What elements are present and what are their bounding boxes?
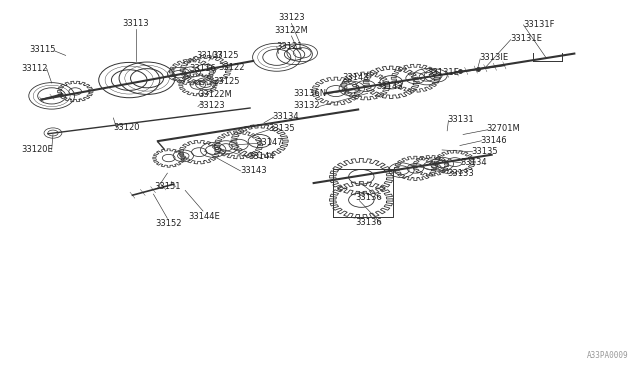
Text: 33120E: 33120E	[21, 145, 53, 154]
Text: 33136N: 33136N	[293, 89, 326, 98]
Text: 33125: 33125	[212, 51, 239, 60]
Text: 33120: 33120	[113, 123, 140, 132]
Text: 33134: 33134	[272, 112, 299, 121]
Text: 33113: 33113	[122, 19, 149, 28]
Text: 33151: 33151	[155, 182, 181, 191]
Text: 33131: 33131	[447, 115, 474, 124]
Text: 33107: 33107	[196, 51, 223, 60]
Text: 33146: 33146	[480, 135, 507, 144]
Text: 33116: 33116	[189, 64, 216, 73]
Text: 33122M: 33122M	[275, 26, 308, 35]
Text: 33131E: 33131E	[427, 68, 459, 77]
Text: 33131F: 33131F	[524, 20, 555, 29]
Text: 33122: 33122	[218, 63, 244, 72]
Text: 33136: 33136	[356, 218, 382, 227]
Text: 33134: 33134	[460, 158, 486, 167]
Text: 33136: 33136	[356, 193, 382, 202]
Text: 33143: 33143	[342, 73, 369, 82]
Text: 33123: 33123	[278, 13, 305, 22]
Text: 33123: 33123	[198, 101, 225, 110]
Text: 33147: 33147	[257, 138, 283, 147]
Text: A33PA0009: A33PA0009	[587, 351, 628, 360]
Text: 33144: 33144	[249, 152, 275, 161]
Text: 33112: 33112	[21, 64, 48, 73]
Text: 33132: 33132	[293, 101, 320, 110]
Text: 3313IE: 3313IE	[479, 54, 508, 62]
Text: 33135: 33135	[268, 125, 294, 134]
Text: 33135: 33135	[471, 147, 498, 155]
Text: 33144E: 33144E	[188, 212, 220, 221]
Text: 33131E: 33131E	[511, 34, 543, 44]
Text: 33122M: 33122M	[198, 90, 232, 99]
Text: 33143: 33143	[376, 82, 403, 91]
Text: 33152: 33152	[156, 219, 182, 228]
Text: 33121: 33121	[276, 42, 303, 51]
Text: 33115: 33115	[29, 45, 56, 54]
Text: 33133: 33133	[447, 169, 474, 177]
Text: 32701M: 32701M	[486, 125, 520, 134]
Text: 33143: 33143	[241, 166, 267, 175]
Text: 33125: 33125	[213, 77, 240, 86]
